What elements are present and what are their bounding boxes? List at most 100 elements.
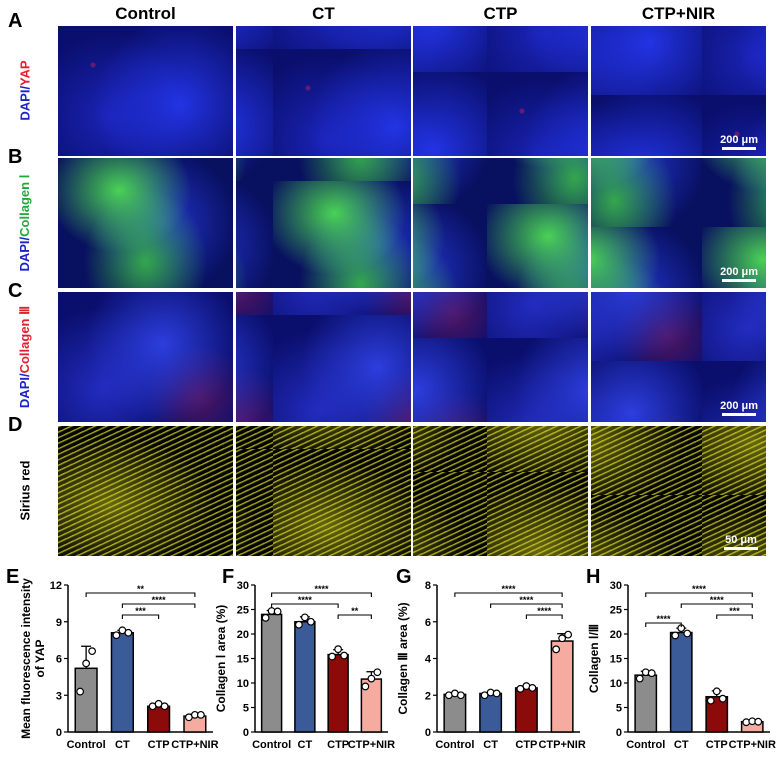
column-header-ct: CT bbox=[312, 4, 335, 23]
y-tick-label: 0 bbox=[243, 727, 249, 739]
y-tick-label: 0 bbox=[56, 727, 62, 739]
y-tick-label: 10 bbox=[237, 678, 249, 690]
data-point bbox=[334, 645, 343, 654]
column-header-ctp-nir: CTP+NIR bbox=[641, 4, 716, 23]
significance-bracket bbox=[454, 592, 563, 597]
bar bbox=[110, 632, 134, 733]
data-point bbox=[444, 691, 453, 700]
scale-bar: 200 μm bbox=[720, 134, 758, 150]
data-point bbox=[294, 620, 303, 629]
panel-letter-e: E bbox=[6, 566, 19, 588]
significance-bracket bbox=[490, 603, 563, 608]
micrograph-d-1 bbox=[58, 426, 233, 556]
x-tick-label: CTP bbox=[515, 739, 537, 751]
y-tick-label: 15 bbox=[237, 654, 249, 666]
y-tick-label: 0 bbox=[425, 727, 431, 739]
row-label: DAPI/Collagen Ⅰ bbox=[17, 158, 33, 288]
bar bbox=[514, 687, 538, 733]
significance-bracket bbox=[716, 614, 753, 619]
bar bbox=[479, 692, 503, 733]
chart-f: F 0 5 10 15 20 25 30 Collagen Ⅰ area (%) Control C… bbox=[214, 566, 395, 751]
row-label: Sirius red bbox=[18, 426, 33, 556]
chart-h: H 0 5 10 15 20 25 30 Collagen Ⅰ/Ⅲ Control CT CTP CTP… bbox=[586, 566, 776, 751]
micrograph-a-2 bbox=[236, 26, 411, 156]
significance-label: **** bbox=[501, 584, 516, 594]
significance-bracket bbox=[645, 622, 682, 627]
significance-bracket bbox=[271, 592, 372, 597]
micrograph-c-2 bbox=[236, 292, 411, 422]
micrograph-b-4: 200 μm bbox=[591, 158, 766, 288]
y-axis-label: of YAP bbox=[33, 639, 47, 677]
data-point bbox=[552, 645, 561, 654]
y-tick-label: 20 bbox=[610, 629, 622, 641]
x-tick-label: Control bbox=[252, 739, 291, 751]
y-tick-label: 6 bbox=[56, 654, 62, 666]
significance-label: *** bbox=[729, 606, 740, 616]
bar bbox=[443, 693, 467, 733]
bar bbox=[634, 674, 658, 733]
significance-label: **** bbox=[152, 595, 167, 605]
x-tick-label: CTP bbox=[148, 739, 170, 751]
panel-letter-a: A bbox=[8, 10, 23, 32]
data-point bbox=[261, 613, 270, 622]
significance-label: **** bbox=[710, 595, 725, 605]
data-point bbox=[328, 652, 337, 661]
x-tick-label: CT bbox=[298, 739, 313, 751]
data-point bbox=[528, 684, 537, 692]
y-tick-label: 12 bbox=[50, 580, 62, 592]
bar bbox=[327, 653, 349, 733]
y-tick-label: 3 bbox=[56, 690, 62, 702]
bar bbox=[260, 613, 283, 733]
x-tick-label: Control bbox=[626, 739, 665, 751]
data-point bbox=[88, 647, 97, 656]
x-tick-label: CTP bbox=[706, 739, 728, 751]
y-tick-label: 30 bbox=[237, 580, 249, 592]
data-point bbox=[516, 684, 525, 693]
row-label-dapi: DAPI/ bbox=[17, 236, 32, 272]
x-tick-label: Control bbox=[435, 739, 474, 751]
significance-bracket bbox=[680, 603, 753, 608]
y-tick-label: 6 bbox=[425, 617, 431, 629]
significance-label: ** bbox=[137, 584, 145, 594]
row-label-dapi: DAPI/ bbox=[17, 85, 33, 121]
panel-letter-h: H bbox=[586, 566, 600, 588]
significance-label: *** bbox=[135, 606, 146, 616]
scale-bar: 200 μm bbox=[720, 400, 758, 416]
column-header-control: Control bbox=[115, 4, 176, 23]
micrograph-c-1 bbox=[58, 292, 233, 422]
data-point bbox=[635, 674, 644, 683]
bar bbox=[550, 640, 574, 733]
micrograph-b-2 bbox=[236, 158, 411, 288]
data-point bbox=[267, 607, 276, 615]
significance-bracket bbox=[121, 603, 196, 608]
chart-e: E 0 3 6 9 12 Mean fluorescence intensity of YAP… bbox=[6, 566, 219, 751]
micrograph-d-3 bbox=[413, 426, 588, 556]
x-tick-label: CT bbox=[483, 739, 498, 751]
y-tick-label: 25 bbox=[237, 605, 249, 617]
data-point bbox=[273, 607, 282, 616]
data-point bbox=[564, 630, 573, 639]
data-point bbox=[558, 634, 567, 643]
y-tick-label: 5 bbox=[243, 703, 249, 715]
row-label-stain: Sirius red bbox=[17, 460, 33, 521]
data-point bbox=[112, 631, 121, 640]
significance-bracket bbox=[85, 592, 196, 597]
y-axis-label: Collagen Ⅲ area (%) bbox=[396, 602, 410, 714]
data-point bbox=[76, 687, 85, 696]
row-label: DAPI/YAP bbox=[18, 26, 33, 156]
scale-bar-label: 200 μm bbox=[720, 400, 758, 412]
significance-bracket bbox=[121, 614, 160, 619]
significance-bracket bbox=[337, 614, 372, 619]
significance-label: **** bbox=[692, 584, 707, 594]
micrograph-d-4: 50 μm bbox=[591, 426, 766, 556]
y-axis-label: Mean fluorescence intensity bbox=[19, 578, 33, 739]
data-point bbox=[306, 617, 315, 626]
panel-letter-g: G bbox=[396, 566, 412, 588]
micrograph-c-4: 200 μm bbox=[591, 292, 766, 422]
data-point bbox=[742, 718, 751, 727]
data-point bbox=[683, 629, 692, 638]
data-point bbox=[748, 717, 757, 726]
data-point bbox=[641, 668, 650, 677]
x-tick-label: CTP+NIR bbox=[538, 739, 585, 751]
